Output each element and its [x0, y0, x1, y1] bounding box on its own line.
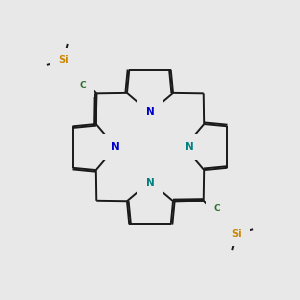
Text: N: N: [185, 142, 194, 152]
Text: Si: Si: [231, 229, 242, 239]
Text: N: N: [146, 107, 154, 117]
Text: C: C: [225, 221, 231, 230]
Text: Si: Si: [58, 56, 69, 65]
Text: N: N: [146, 178, 154, 188]
Text: C: C: [214, 204, 220, 213]
Text: H: H: [147, 171, 153, 180]
Text: H: H: [175, 142, 181, 151]
Text: N: N: [111, 142, 120, 152]
Text: C: C: [69, 64, 75, 73]
Text: C: C: [80, 81, 86, 90]
